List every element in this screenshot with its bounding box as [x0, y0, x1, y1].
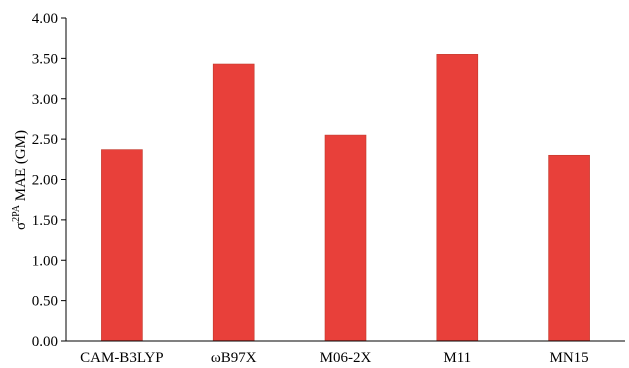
y-tick-label: 1.50	[32, 213, 58, 229]
x-category-label: ωB97X	[211, 350, 257, 366]
bar-3	[436, 54, 479, 342]
bar-2	[324, 134, 367, 342]
bars-group	[101, 54, 590, 342]
bar-1	[212, 63, 255, 342]
x-category-label: CAM-B3LYP	[80, 350, 164, 366]
y-tick-label: 4.00	[32, 11, 58, 27]
bar-4	[548, 154, 590, 342]
x-labels-group: CAM-B3LYP ωB97X M06-2X M11 MN15	[80, 350, 589, 366]
x-category-label: M11	[443, 350, 471, 366]
y-tick-label: 2.00	[32, 173, 58, 189]
y-axis-title-text: MAE (GM)	[13, 130, 29, 205]
y-tick-label: 2.50	[32, 132, 58, 148]
y-tick-label: 3.00	[32, 92, 58, 108]
y-tick-label: 3.50	[32, 51, 58, 67]
y-axis-title-symbol: σ	[13, 222, 29, 230]
bar-0	[101, 149, 143, 342]
x-category-label: MN15	[550, 350, 589, 366]
y-axis-title-superscript: 2PA	[11, 204, 22, 222]
y-tick-label: 1.00	[32, 253, 58, 269]
y-tick-label: 0.00	[32, 334, 58, 350]
y-axis-title: σ2PA MAE (GM)	[11, 130, 29, 230]
y-tick-label: 0.50	[32, 294, 58, 310]
x-category-label: M06-2X	[320, 350, 372, 366]
y-ticks-group: 0.00 0.50 1.00 1.50 2.00 2.50 3.00 3.50 4.00	[32, 11, 66, 350]
